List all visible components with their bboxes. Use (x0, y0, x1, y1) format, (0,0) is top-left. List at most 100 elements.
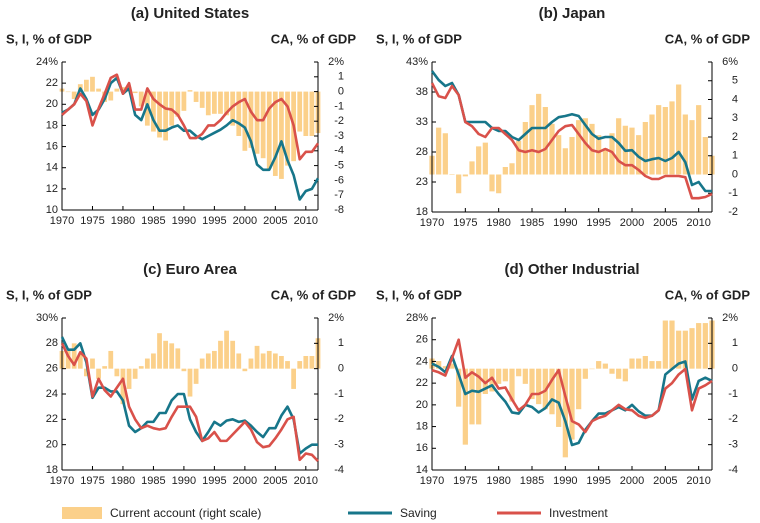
x-tick-label: 1985 (520, 217, 544, 229)
bar (642, 356, 648, 369)
y-tick-label: 38 (416, 86, 428, 98)
bar (549, 368, 555, 415)
bar (242, 91, 248, 151)
y2-tick-label: -2 (334, 413, 344, 425)
bar (71, 343, 77, 369)
x-tick-label: 1970 (50, 475, 74, 487)
bar (175, 91, 181, 117)
x-tick-label: 2005 (263, 215, 287, 227)
bar (279, 91, 284, 179)
x-tick-label: 1995 (202, 215, 226, 227)
x-tick-label: 1990 (172, 475, 196, 487)
y2-tick-label: -2 (334, 115, 344, 127)
bar (144, 91, 150, 126)
x-tick-label: 1990 (553, 217, 577, 229)
y-tick-label: 20 (46, 439, 58, 451)
bar (569, 137, 575, 175)
y2-tick-label: 0 (338, 86, 344, 98)
bar (175, 348, 181, 369)
bar (509, 163, 515, 175)
bar (211, 91, 217, 114)
bar (502, 167, 508, 175)
bar (582, 118, 588, 175)
bar (436, 127, 442, 175)
chart-title: (d) Other Industrial (505, 261, 640, 278)
bar (556, 135, 562, 175)
y-axis-label: S, I, % of GDP (6, 287, 92, 302)
bar (199, 91, 205, 108)
y2-tick-label: -4 (728, 464, 738, 476)
bar (589, 368, 595, 370)
bar (151, 91, 156, 132)
bar (297, 361, 303, 369)
y-tick-label: 18 (46, 464, 58, 476)
y2-axis-label: CA, % of GDP (665, 31, 751, 46)
x-tick-label: 1970 (420, 217, 444, 229)
y2-tick-label: 1 (732, 150, 738, 162)
x-tick-label: 1975 (80, 475, 104, 487)
bar (218, 91, 223, 114)
bar (702, 137, 708, 175)
bar (211, 350, 217, 369)
chart-title: (b) Japan (539, 5, 606, 22)
bar (669, 320, 675, 369)
line-series (60, 342, 319, 463)
bar (516, 140, 522, 175)
bar (224, 330, 229, 369)
y2-tick-label: -2 (728, 206, 738, 218)
bar (102, 366, 108, 369)
bar (193, 368, 199, 384)
y2-tick-label: -1 (728, 388, 738, 400)
y-tick-label: 28 (46, 337, 58, 349)
bar (562, 368, 568, 458)
y2-tick-label: -3 (728, 439, 738, 451)
bar (254, 345, 260, 369)
y-tick-label: 23 (416, 176, 428, 188)
y-tick-label: 30% (36, 312, 58, 324)
bar (596, 135, 602, 175)
y2-tick-label: -1 (334, 388, 344, 400)
y-tick-label: 16 (46, 140, 58, 152)
bar (236, 91, 242, 136)
y-axis-label: S, I, % of GDP (6, 31, 92, 46)
y2-tick-label: 6% (722, 56, 738, 68)
bar (279, 356, 284, 369)
bar (96, 88, 101, 92)
bar (542, 107, 548, 175)
bar (285, 91, 290, 166)
chart-title: (a) United States (131, 5, 249, 22)
bar (242, 368, 248, 372)
y-tick-label: 24 (416, 355, 428, 367)
line-series (61, 73, 320, 161)
y-tick-label: 14 (46, 162, 58, 174)
bar (476, 368, 482, 425)
bar (636, 135, 642, 175)
bar (126, 368, 132, 389)
x-tick-label: 2010 (686, 217, 710, 229)
bar (108, 350, 114, 369)
bar (509, 368, 515, 402)
y-tick-label: 18 (416, 206, 428, 218)
bar (157, 91, 162, 138)
bar (205, 91, 211, 116)
x-tick-label: 1980 (486, 217, 510, 229)
bar (442, 133, 448, 175)
bar (272, 353, 278, 369)
x-tick-label: 1975 (453, 475, 477, 487)
bar (602, 148, 608, 175)
bar (502, 368, 508, 382)
bar (163, 340, 169, 369)
bar (436, 361, 442, 369)
bar (132, 91, 138, 94)
bar (132, 368, 138, 379)
bar (90, 76, 95, 92)
bar (649, 361, 655, 369)
x-tick-label: 1990 (172, 215, 196, 227)
y-tick-label: 20 (46, 98, 58, 110)
bar (77, 353, 83, 369)
bar (616, 118, 622, 175)
bar (181, 368, 187, 372)
y2-tick-label: -1 (728, 187, 738, 199)
bar (682, 330, 688, 369)
bar (689, 120, 695, 175)
